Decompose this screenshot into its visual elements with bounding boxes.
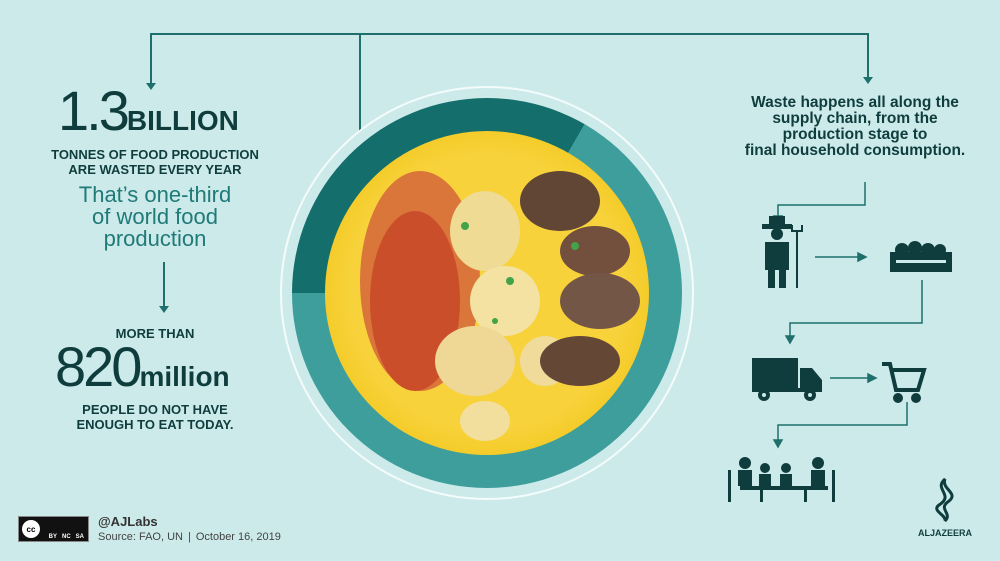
cc-icon: cc — [22, 520, 40, 538]
right-connector — [867, 33, 869, 79]
food-plate — [325, 131, 649, 455]
note-line: final household consumption. — [744, 142, 966, 159]
aljazeera-logo-mark — [935, 477, 954, 523]
flow-line — [777, 182, 866, 218]
separator: | — [187, 531, 191, 543]
caption-line: PEOPLE DO NOT HAVE — [82, 402, 228, 417]
stat-hungry-number: 820 — [55, 335, 142, 398]
brand-name: ALJAZEERA — [917, 528, 972, 538]
family-dining-icon — [728, 457, 835, 502]
left-connector — [150, 33, 152, 85]
arrow-down-icon — [159, 306, 169, 313]
truck-icon — [752, 358, 822, 401]
food-illustration — [360, 171, 640, 441]
arrow-down-icon — [863, 77, 873, 84]
note-line: production — [103, 226, 207, 251]
note-line: of world food — [92, 204, 218, 229]
mid-connector — [163, 262, 165, 308]
plate-connector — [359, 33, 361, 131]
source-line: Source: FAO, UN | October 16, 2019 — [98, 531, 281, 543]
aljazeera-logo: ALJAZEERA — [910, 475, 980, 538]
note-line: That’s one-third — [78, 182, 232, 207]
stat-hungry-prefix: MORE THAN — [115, 326, 195, 341]
crate-icon — [890, 241, 952, 272]
supply-chain-flow — [728, 182, 952, 502]
supply-chain-note: Waste happens all along the supply chain… — [705, 95, 1000, 159]
flow-line — [789, 280, 923, 338]
date: October 16, 2019 — [195, 531, 281, 543]
caption-line: ARE WASTED EVERY YEAR — [68, 162, 242, 177]
license-by: BY — [48, 534, 57, 540]
stat-wasted: 1.3BILLION — [58, 80, 239, 152]
stat-wasted-unit: BILLION — [126, 105, 239, 136]
caption-line: TONNES OF FOOD PRODUCTION — [51, 147, 259, 162]
stat-wasted-number: 1.3 — [58, 79, 130, 142]
license-sa: SA — [75, 534, 84, 540]
farmer-icon — [762, 216, 803, 288]
license-nc: NC — [61, 534, 71, 540]
stat-hungry-unit: million — [139, 361, 230, 392]
one-third-note: That’s one-third of world food productio… — [30, 184, 280, 250]
plate-outline — [280, 86, 694, 500]
stat-hungry-caption: PEOPLE DO NOT HAVE ENOUGH TO EAT TODAY. — [30, 402, 280, 432]
shopping-cart-icon — [882, 362, 927, 403]
arrow-down-icon — [146, 83, 156, 90]
top-connector — [150, 33, 869, 35]
cc-license-badge[interactable]: cc BY NC SA — [18, 516, 89, 542]
stat-wasted-caption: TONNES OF FOOD PRODUCTION ARE WASTED EVE… — [30, 147, 280, 177]
note-line: supply chain, from the — [772, 110, 938, 127]
caption-line: ENOUGH TO EAT TODAY. — [76, 417, 234, 432]
source: Source: FAO, UN — [98, 531, 183, 543]
note-line: Waste happens all along the — [751, 94, 959, 111]
stat-hungry: 820million — [55, 336, 230, 408]
flow-line — [777, 402, 908, 442]
handle: @AJLabs — [98, 514, 158, 529]
note-line: production stage to — [782, 126, 928, 143]
